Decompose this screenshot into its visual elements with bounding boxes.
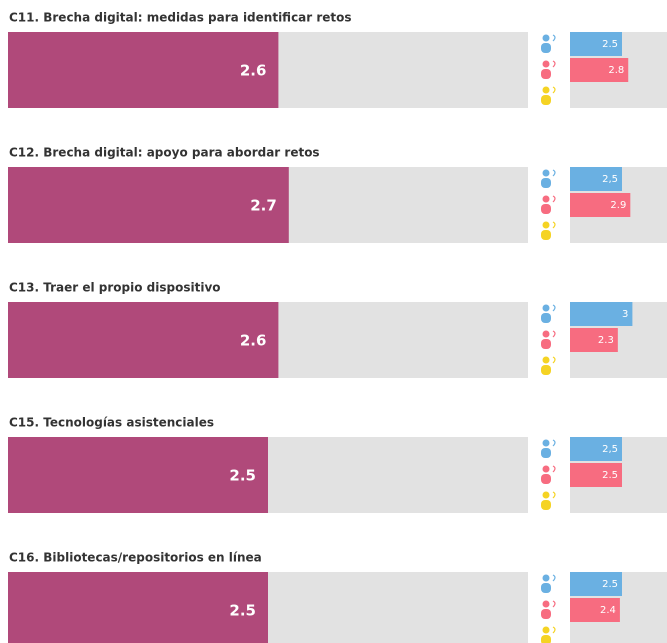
role-icon bbox=[541, 339, 551, 349]
group-bar bbox=[570, 32, 622, 56]
group-bar bbox=[570, 302, 633, 326]
role-icon bbox=[552, 34, 556, 42]
role-icon bbox=[552, 221, 556, 229]
group-bar bbox=[570, 437, 622, 461]
role-icon bbox=[541, 583, 551, 593]
panel-title: C13. Traer el propio dispositivo bbox=[9, 281, 221, 295]
role-icon bbox=[542, 330, 550, 338]
role-icon bbox=[552, 169, 556, 177]
bar bbox=[8, 437, 268, 513]
role-icon bbox=[542, 439, 550, 447]
role-icon bbox=[542, 356, 550, 364]
role-icon bbox=[541, 178, 551, 188]
role-icon bbox=[552, 330, 556, 338]
value-label: 2.6 bbox=[240, 332, 267, 350]
role-icon bbox=[542, 304, 550, 312]
group-value-label: 2,5 bbox=[602, 444, 618, 455]
group-bar bbox=[570, 58, 629, 82]
role-icon bbox=[552, 491, 556, 499]
role-icon bbox=[541, 69, 551, 79]
role-icon bbox=[542, 491, 550, 499]
role-icon bbox=[541, 95, 551, 105]
role-icon bbox=[542, 465, 550, 473]
role-icon bbox=[541, 635, 551, 643]
role-icon bbox=[552, 465, 556, 473]
role-icon bbox=[541, 365, 551, 375]
group-bar bbox=[570, 463, 622, 487]
group-value-label: 3 bbox=[622, 309, 628, 320]
group-bar bbox=[570, 572, 622, 596]
role-icon bbox=[541, 474, 551, 484]
value-label: 2.5 bbox=[229, 602, 256, 620]
role-icon bbox=[552, 86, 556, 94]
role-icon bbox=[552, 574, 556, 582]
role-icon bbox=[552, 195, 556, 203]
role-icon bbox=[552, 600, 556, 608]
panel-title: C15. Tecnologías asistenciales bbox=[9, 416, 214, 430]
role-icon bbox=[541, 230, 551, 240]
panel-title: C11. Brecha digital: medidas para identi… bbox=[9, 11, 352, 25]
role-icon bbox=[541, 448, 551, 458]
group-value-label: 2.4 bbox=[600, 605, 616, 616]
group-bar bbox=[570, 193, 631, 217]
bar bbox=[8, 32, 279, 108]
group-value-label: 2.5 bbox=[602, 470, 618, 481]
role-icon bbox=[542, 626, 550, 634]
value-label: 2.6 bbox=[240, 62, 267, 80]
group-bar bbox=[570, 328, 618, 352]
role-icon bbox=[552, 60, 556, 68]
role-icon bbox=[541, 313, 551, 323]
role-icon bbox=[552, 439, 556, 447]
group-value-label: 2.3 bbox=[598, 335, 614, 346]
role-icon bbox=[552, 626, 556, 634]
group-bar bbox=[570, 167, 622, 191]
role-icon bbox=[552, 304, 556, 312]
role-icon bbox=[542, 60, 550, 68]
group-value-label: 2,5 bbox=[602, 174, 618, 185]
role-icon bbox=[541, 609, 551, 619]
bar bbox=[8, 302, 279, 378]
value-label: 2.5 bbox=[229, 467, 256, 485]
role-icon bbox=[542, 574, 550, 582]
value-label: 2.7 bbox=[250, 197, 277, 215]
group-value-label: 2.9 bbox=[610, 200, 626, 211]
role-icon bbox=[541, 204, 551, 214]
role-icon bbox=[541, 43, 551, 53]
role-icon bbox=[541, 500, 551, 510]
panel-title: C16. Bibliotecas/repositorios en línea bbox=[9, 551, 262, 565]
role-icon bbox=[542, 195, 550, 203]
role-icon bbox=[542, 86, 550, 94]
bar bbox=[8, 167, 289, 243]
role-icon bbox=[542, 600, 550, 608]
panel-title: C12. Brecha digital: apoyo para abordar … bbox=[9, 146, 320, 160]
group-value-label: 2.8 bbox=[608, 65, 624, 76]
role-icon bbox=[552, 356, 556, 364]
bar bbox=[8, 572, 268, 643]
role-icon bbox=[542, 221, 550, 229]
group-bar bbox=[570, 598, 620, 622]
group-value-label: 2.5 bbox=[602, 39, 618, 50]
group-value-label: 2.5 bbox=[602, 579, 618, 590]
role-icon bbox=[542, 169, 550, 177]
role-icon bbox=[542, 34, 550, 42]
